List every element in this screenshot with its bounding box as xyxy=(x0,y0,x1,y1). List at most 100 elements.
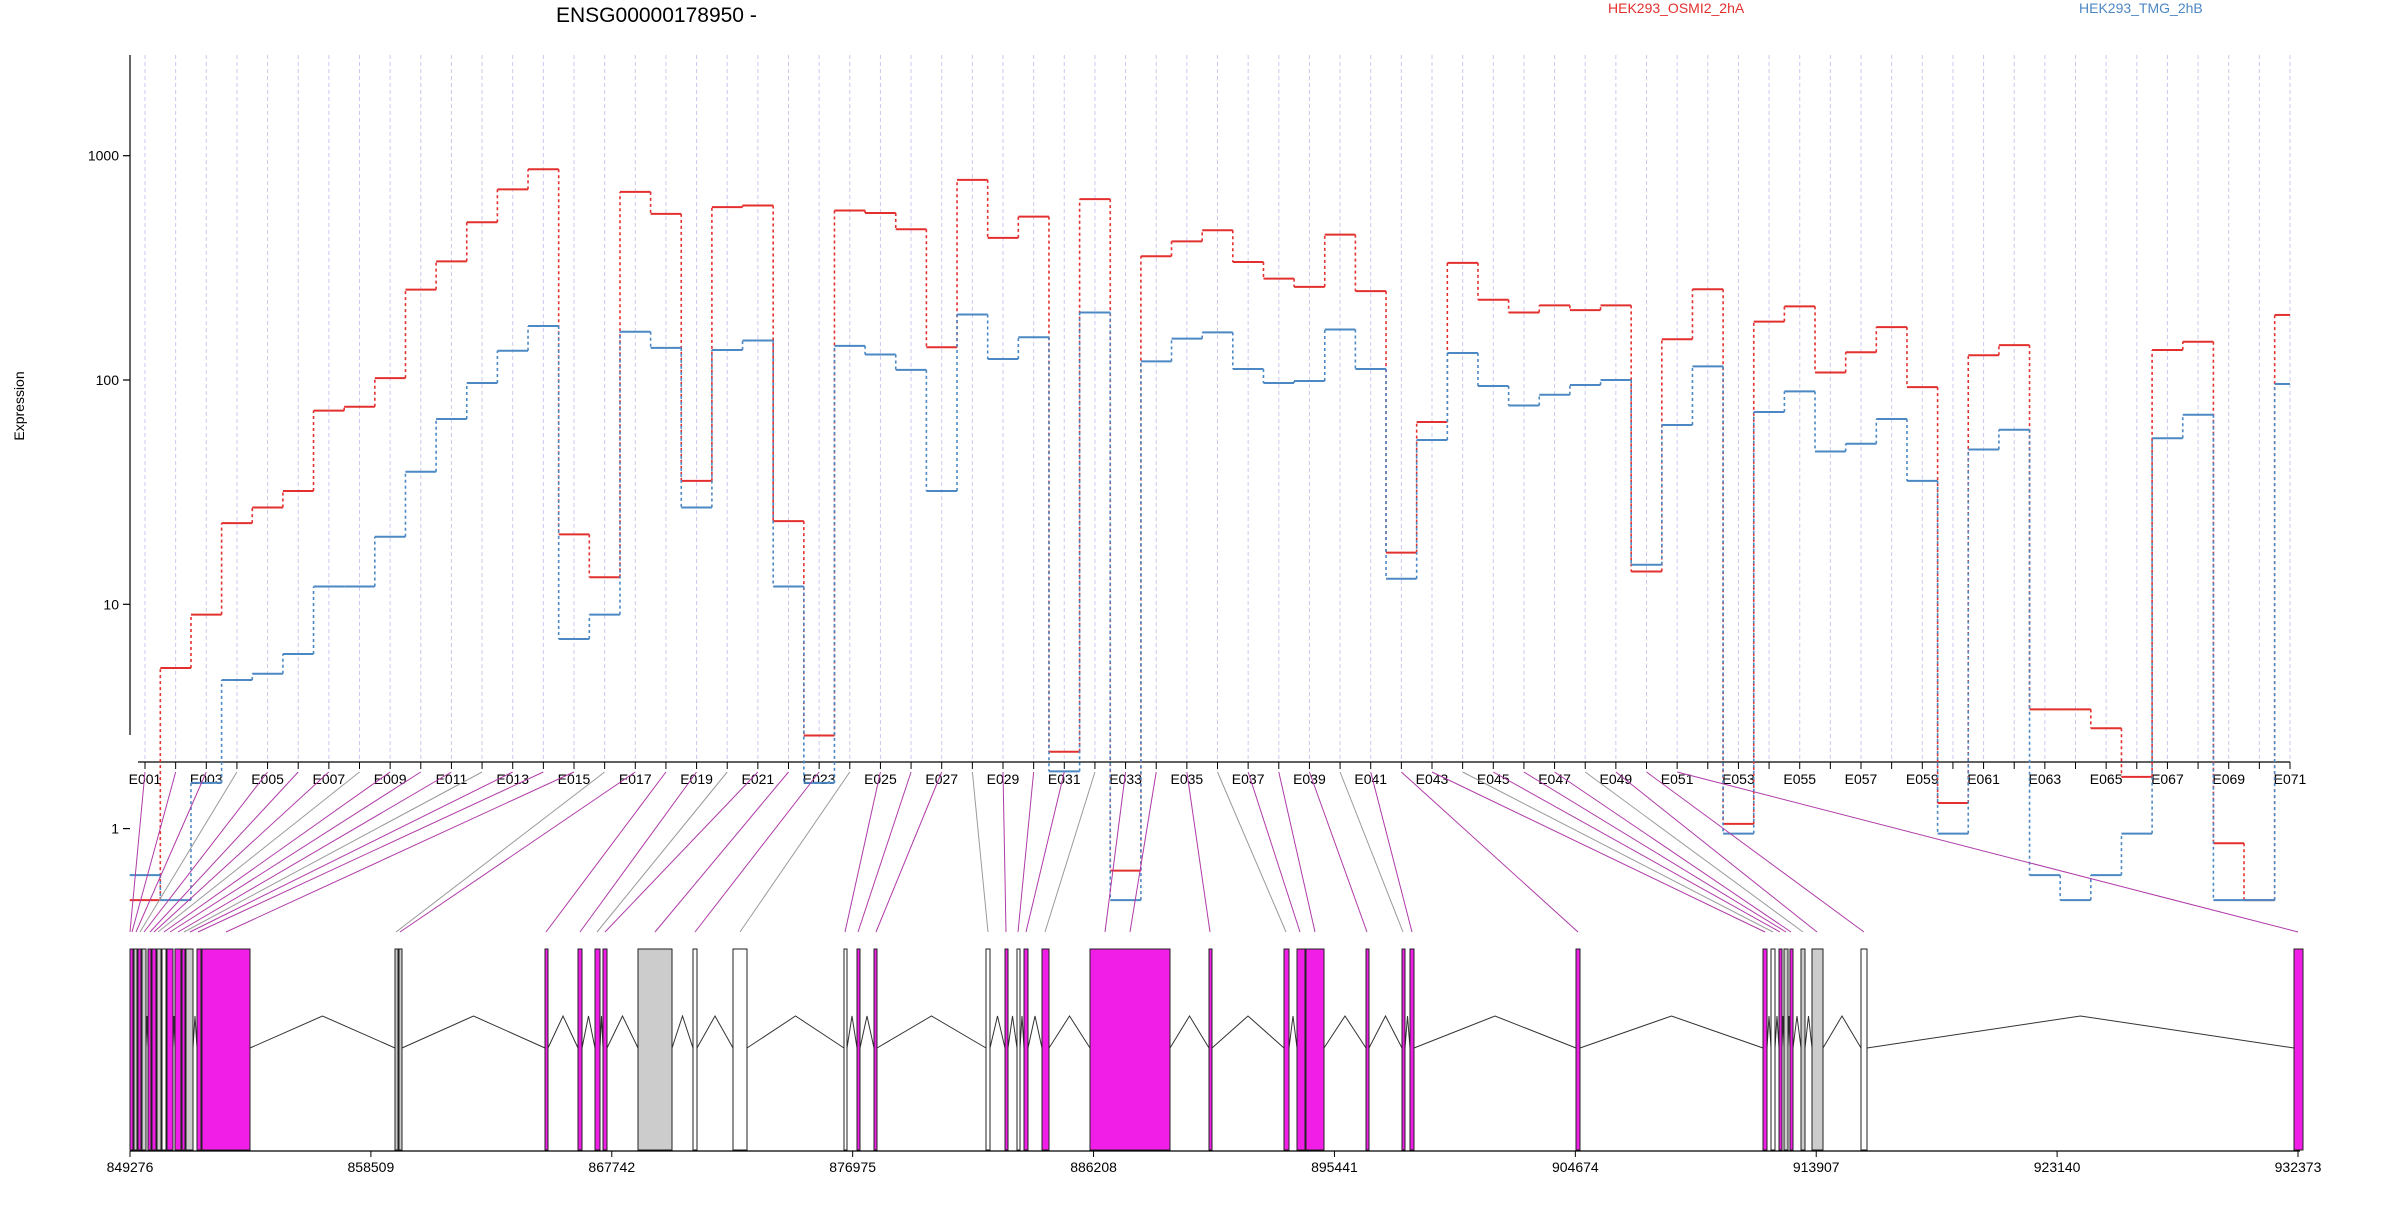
intron-line xyxy=(1211,1015,1285,1049)
x-tick-label: E063 xyxy=(2029,771,2062,787)
genomic-tick-label: 876975 xyxy=(829,1159,876,1175)
intron-line xyxy=(1027,1015,1043,1049)
intron-line xyxy=(859,1015,875,1049)
connector-line xyxy=(1247,771,1301,933)
gridlines xyxy=(144,55,2291,762)
x-tick-label: E041 xyxy=(1354,771,1387,787)
intron-line xyxy=(1413,1015,1577,1049)
genomic-tick-label: 923140 xyxy=(2034,1159,2081,1175)
connector-line xyxy=(654,771,789,933)
exon-box xyxy=(147,948,152,1151)
exon-connector-lines xyxy=(129,771,2299,933)
x-tick-label: E053 xyxy=(1722,771,1755,787)
exon-box xyxy=(185,948,194,1151)
x-tick-label: E011 xyxy=(436,771,468,787)
y-tick-label: 1000 xyxy=(88,148,119,164)
intron-line xyxy=(401,1015,546,1049)
intron-line xyxy=(1048,1015,1091,1049)
intron-line xyxy=(1288,1015,1298,1049)
y-tick-label: 10 xyxy=(103,596,119,612)
connector-line xyxy=(1554,771,1792,933)
x-tick-label: E057 xyxy=(1845,771,1878,787)
exon-box xyxy=(544,948,549,1151)
x-tick-label: E065 xyxy=(2090,771,2123,787)
exon-box xyxy=(1800,948,1806,1151)
connector-line xyxy=(739,771,851,933)
connector-line xyxy=(129,771,146,933)
connector-line xyxy=(139,771,238,933)
exon-box xyxy=(594,948,601,1151)
connector-line xyxy=(1002,771,1007,933)
x-tick-label: E067 xyxy=(2151,771,2184,787)
exon-box xyxy=(1305,948,1325,1151)
legend-entry-tmg: HEK293_TMG_2hB xyxy=(2079,0,2203,16)
x-tick-label: E069 xyxy=(2212,771,2245,787)
connector-line xyxy=(1646,771,1865,933)
connector-line xyxy=(177,771,452,933)
genomic-tick-label: 913907 xyxy=(1793,1159,1840,1175)
exon-box xyxy=(1016,948,1021,1151)
intron-line xyxy=(1866,1015,2295,1049)
exon-box xyxy=(1860,948,1868,1151)
exon-box xyxy=(985,948,991,1151)
connector-line xyxy=(183,771,483,933)
intron-line xyxy=(696,1014,734,1049)
exon-box xyxy=(1296,948,1306,1151)
x-tick-label: E071 xyxy=(2274,771,2307,787)
connector-line xyxy=(1308,771,1368,933)
exon-box xyxy=(1283,948,1290,1151)
exon-box xyxy=(1409,948,1415,1151)
connector-line xyxy=(189,771,513,933)
intron-line xyxy=(746,1015,845,1049)
exon-box xyxy=(873,948,878,1151)
connector-line xyxy=(1278,771,1316,933)
exon-box xyxy=(692,948,698,1151)
connector-line xyxy=(135,771,207,933)
y-axis-label: Expression xyxy=(11,371,27,440)
x-tick-label: E039 xyxy=(1293,771,1326,787)
connector-line xyxy=(1186,771,1211,933)
connector-line xyxy=(971,771,989,933)
connector-line xyxy=(1025,771,1065,933)
connector-line xyxy=(395,771,605,933)
intron-line xyxy=(249,1015,396,1049)
legend-entry-osmi2: HEK293_OSMI2_2hA xyxy=(1608,0,1745,16)
connector-line xyxy=(1017,771,1035,933)
x-tick-label: E015 xyxy=(558,771,591,787)
series-layer xyxy=(129,168,2290,902)
intron-line xyxy=(989,1015,1006,1049)
connector-line xyxy=(857,771,912,933)
intron-line xyxy=(671,1014,694,1049)
exon-box xyxy=(1365,948,1370,1151)
connector-line xyxy=(225,771,575,933)
x-tick-label: E017 xyxy=(619,771,652,787)
exon-box xyxy=(151,948,157,1151)
genomic-tick-label: 886208 xyxy=(1070,1159,1117,1175)
x-tick-label: E027 xyxy=(925,771,958,787)
connector-line xyxy=(844,771,881,933)
exon-box xyxy=(201,948,251,1151)
connector-line xyxy=(1615,771,1818,933)
x-tick-label: E047 xyxy=(1538,771,1571,787)
connector-line xyxy=(157,771,360,933)
x-tick-label: E061 xyxy=(1967,771,2000,787)
intron-line xyxy=(192,1015,198,1049)
exon-box xyxy=(1208,948,1213,1151)
x-tick-label: E013 xyxy=(496,771,529,787)
genomic-tick-label: 849276 xyxy=(107,1159,154,1175)
connector-line xyxy=(1677,771,2299,933)
connector-line xyxy=(1370,771,1413,933)
series-tmg xyxy=(129,311,2290,902)
connector-line xyxy=(1493,771,1781,933)
connector-line xyxy=(1431,771,1766,933)
intron-line xyxy=(1822,1015,1862,1049)
x-tick-label: E001 xyxy=(129,771,162,787)
exon-box xyxy=(1770,948,1776,1151)
intron-line xyxy=(1774,1015,1780,1049)
x-tick-label: E025 xyxy=(864,771,897,787)
y-tick-label: 100 xyxy=(96,372,120,388)
genomic-coordinate-axis: 849276 858509 867742 876975 886208 895441 9046… xyxy=(107,1150,2322,1175)
connector-line xyxy=(1401,771,1579,933)
exon-box xyxy=(856,948,861,1151)
axes: 1 10 100 1000 E001 E003 E005 E007 E009 E011 E013 E0… xyxy=(88,55,2307,837)
